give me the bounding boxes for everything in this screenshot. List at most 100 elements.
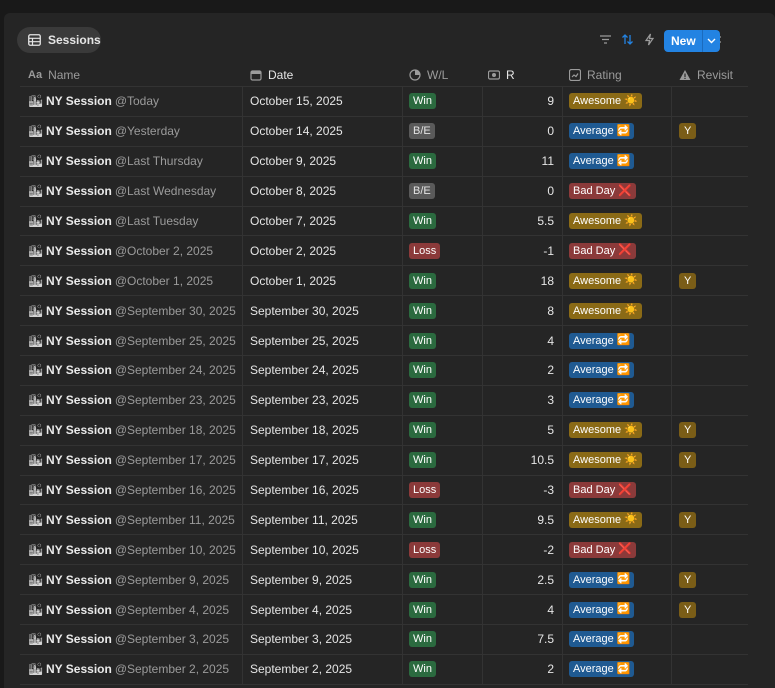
- table-row[interactable]: 🏙 NY Session @September 23, 2025 Septemb…: [20, 385, 748, 416]
- cell-revisit[interactable]: Y: [672, 266, 747, 295]
- cell-rating[interactable]: Average 🔁: [563, 595, 672, 625]
- cell-name[interactable]: 🏙 NY Session @Today: [20, 87, 243, 116]
- cell-name[interactable]: 🏙 NY Session @October 2, 2025: [20, 236, 243, 266]
- cell-wl[interactable]: Loss: [403, 475, 483, 505]
- cell-wl[interactable]: Loss: [403, 236, 483, 266]
- cell-r[interactable]: 2.5: [483, 565, 563, 595]
- cell-revisit[interactable]: [672, 386, 747, 415]
- date-mention[interactable]: @September 25, 2025: [114, 333, 236, 348]
- cell-r[interactable]: 9: [483, 87, 563, 116]
- date-mention[interactable]: @Yesterday: [114, 124, 180, 139]
- cell-date[interactable]: September 9, 2025: [243, 565, 403, 595]
- table-row[interactable]: 🏙 NY Session @September 3, 2025 Septembe…: [20, 625, 748, 655]
- cell-revisit[interactable]: [672, 356, 747, 385]
- cell-revisit[interactable]: [672, 87, 747, 116]
- new-button[interactable]: New: [664, 30, 720, 52]
- cell-rating[interactable]: Awesome ☀️: [563, 415, 672, 445]
- cell-revisit[interactable]: [672, 177, 747, 206]
- cell-date[interactable]: October 1, 2025: [243, 266, 403, 296]
- cell-wl[interactable]: Win: [403, 595, 483, 625]
- date-mention[interactable]: @October 1, 2025: [114, 273, 214, 288]
- column-header-name[interactable]: Aa Name: [28, 67, 81, 82]
- table-row[interactable]: 🏙 NY Session @September 25, 2025 Septemb…: [20, 326, 748, 357]
- table-row[interactable]: 🏙 NY Session @September 30, 2025 Septemb…: [20, 296, 748, 327]
- table-row[interactable]: 🏙 NY Session @September 11, 2025 Septemb…: [20, 505, 748, 536]
- cell-name[interactable]: 🏙 NY Session @October 1, 2025: [20, 266, 243, 296]
- cell-revisit[interactable]: Y: [672, 117, 747, 146]
- date-mention[interactable]: @September 30, 2025: [114, 303, 236, 318]
- cell-r[interactable]: 2: [483, 654, 563, 684]
- cell-rating[interactable]: Average 🔁: [563, 326, 672, 356]
- cell-name[interactable]: 🏙 NY Session @September 11, 2025: [20, 505, 243, 535]
- cell-date[interactable]: September 16, 2025: [243, 475, 403, 505]
- cell-r[interactable]: 5: [483, 415, 563, 445]
- cell-wl[interactable]: Win: [403, 87, 483, 116]
- cell-rating[interactable]: Average 🔁: [563, 356, 672, 385]
- cell-wl[interactable]: Win: [403, 625, 483, 654]
- table-row[interactable]: 🏙 NY Session @Last Wednesday October 8, …: [20, 176, 748, 207]
- cell-date[interactable]: October 14, 2025: [243, 116, 403, 146]
- date-mention[interactable]: @Last Wednesday: [114, 184, 217, 199]
- cell-name[interactable]: 🏙 NY Session @Last Tuesday: [20, 206, 243, 236]
- sort-icon[interactable]: [619, 31, 635, 47]
- cell-r[interactable]: -2: [483, 535, 563, 565]
- table-row[interactable]: 🏙 NY Session @September 4, 2025 Septembe…: [20, 595, 748, 626]
- chevron-down-icon[interactable]: [703, 38, 720, 44]
- date-mention[interactable]: @September 11, 2025: [114, 512, 235, 527]
- cell-r[interactable]: 0: [483, 116, 563, 146]
- cell-date[interactable]: September 30, 2025: [243, 296, 403, 326]
- cell-wl[interactable]: Win: [403, 326, 483, 356]
- date-mention[interactable]: @September 10, 2025: [114, 542, 236, 557]
- cell-rating[interactable]: Awesome ☀️: [563, 266, 672, 296]
- date-mention[interactable]: @September 23, 2025: [114, 393, 236, 408]
- cell-date[interactable]: October 8, 2025: [243, 176, 403, 206]
- date-mention[interactable]: @September 18, 2025: [114, 423, 236, 438]
- cell-date[interactable]: September 3, 2025: [243, 625, 403, 654]
- cell-r[interactable]: 4: [483, 595, 563, 625]
- cell-revisit[interactable]: Y: [672, 565, 747, 594]
- cell-r[interactable]: 3: [483, 385, 563, 415]
- table-row[interactable]: 🏙 NY Session @October 2, 2025 October 2,…: [20, 236, 748, 267]
- table-row[interactable]: 🏙 NY Session @September 10, 2025 Septemb…: [20, 535, 748, 566]
- cell-date[interactable]: September 10, 2025: [243, 535, 403, 565]
- cell-name[interactable]: 🏙 NY Session @September 30, 2025: [20, 296, 243, 326]
- cell-rating[interactable]: Awesome ☀️: [563, 87, 672, 116]
- date-mention[interactable]: @October 2, 2025: [114, 243, 214, 258]
- cell-name[interactable]: 🏙 NY Session @September 10, 2025: [20, 535, 243, 565]
- cell-r[interactable]: 18: [483, 266, 563, 296]
- cell-revisit[interactable]: [672, 625, 747, 654]
- column-header-r[interactable]: R: [483, 63, 563, 87]
- cell-revisit[interactable]: [672, 147, 747, 176]
- table-row[interactable]: 🏙 NY Session @Yesterday October 14, 2025…: [20, 116, 748, 147]
- cell-rating[interactable]: Bad Day ❌: [563, 176, 672, 206]
- date-mention[interactable]: @Last Tuesday: [114, 214, 199, 228]
- cell-name[interactable]: 🏙 NY Session @September 3, 2025: [20, 625, 243, 654]
- cell-wl[interactable]: Win: [403, 654, 483, 684]
- table-row[interactable]: 🏙 NY Session @October 1, 2025 October 1,…: [20, 266, 748, 297]
- date-mention[interactable]: @September 4, 2025: [114, 602, 230, 617]
- cell-r[interactable]: 2: [483, 356, 563, 385]
- cell-date[interactable]: September 18, 2025: [243, 415, 403, 445]
- cell-wl[interactable]: Win: [403, 266, 483, 296]
- automation-icon[interactable]: [641, 31, 657, 47]
- cell-wl[interactable]: Win: [403, 296, 483, 326]
- cell-date[interactable]: September 11, 2025: [243, 505, 403, 535]
- cell-wl[interactable]: Win: [403, 146, 483, 176]
- cell-date[interactable]: October 15, 2025: [243, 87, 403, 116]
- cell-r[interactable]: 4: [483, 326, 563, 356]
- cell-rating[interactable]: Awesome ☀️: [563, 505, 672, 535]
- cell-wl[interactable]: Win: [403, 565, 483, 595]
- cell-wl[interactable]: B/E: [403, 116, 483, 146]
- cell-name[interactable]: 🏙 NY Session @Last Thursday: [20, 146, 243, 176]
- date-mention[interactable]: @September 2, 2025: [114, 662, 230, 677]
- cell-revisit[interactable]: Y: [672, 446, 747, 475]
- cell-name[interactable]: 🏙 NY Session @Yesterday: [20, 116, 243, 146]
- date-mention[interactable]: @September 9, 2025: [114, 572, 230, 587]
- cell-name[interactable]: 🏙 NY Session @September 16, 2025: [20, 475, 243, 505]
- cell-r[interactable]: 11: [483, 146, 563, 176]
- cell-date[interactable]: September 25, 2025: [243, 326, 403, 356]
- cell-date[interactable]: September 2, 2025: [243, 654, 403, 684]
- cell-rating[interactable]: Average 🔁: [563, 116, 672, 146]
- table-row[interactable]: 🏙 NY Session @September 17, 2025 Septemb…: [20, 445, 748, 476]
- cell-date[interactable]: October 2, 2025: [243, 236, 403, 266]
